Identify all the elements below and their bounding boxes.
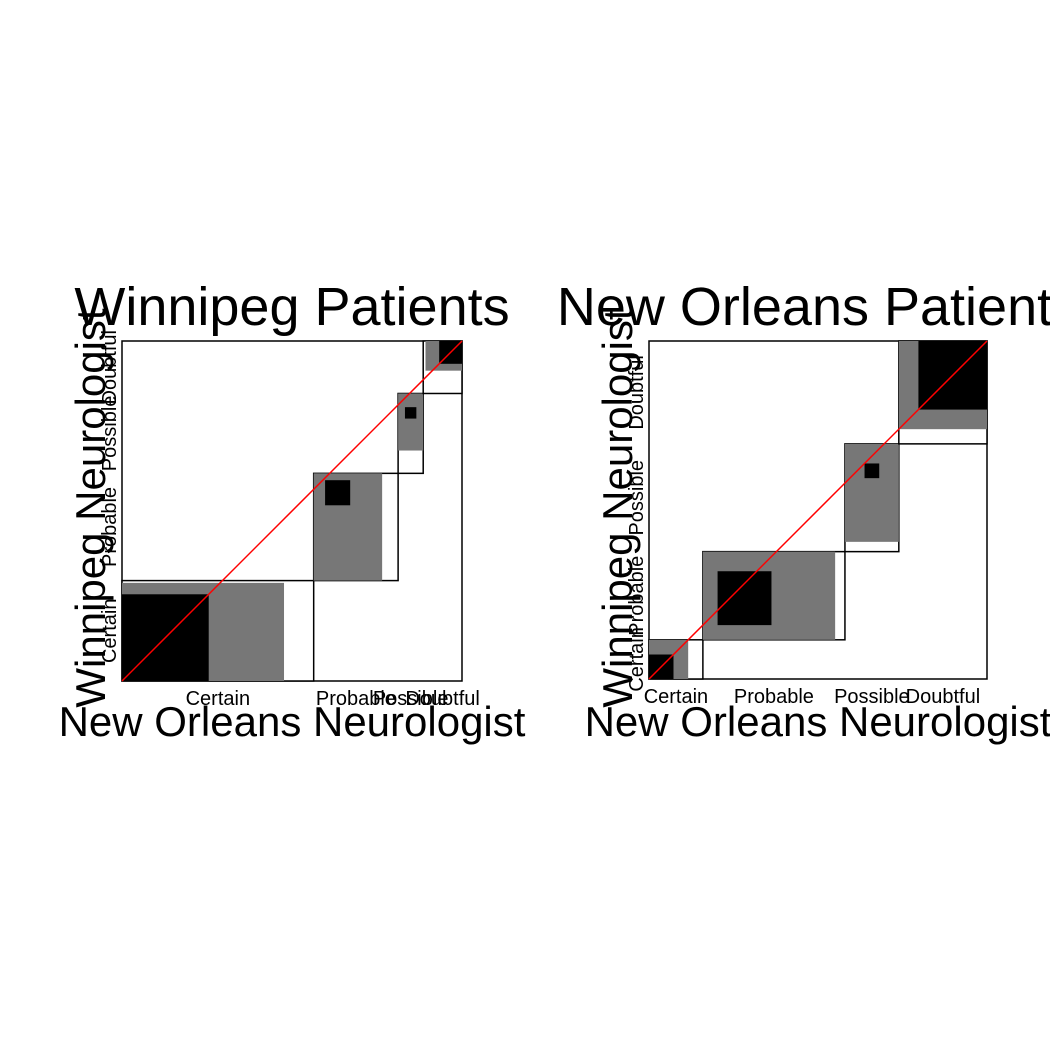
x-tick-label: Probable: [316, 688, 396, 710]
y-tick-label: Doubtful: [626, 355, 648, 430]
panel-title: Winnipeg Patients: [74, 277, 509, 337]
y-tick-label: Probable: [626, 556, 648, 636]
y-tick-label: Doubtful: [99, 330, 121, 405]
x-axis-label: New Orleans Neurologist: [585, 698, 1050, 745]
x-tick-label: Possible: [834, 686, 910, 708]
x-tick-label: Certain: [644, 686, 708, 708]
x-tick-label: Possible: [373, 688, 449, 710]
x-tick-label: Doubtful: [405, 688, 480, 710]
y-axis-label: Winnipeg Neurologist: [594, 308, 641, 708]
y-axis-label: Winnipeg Neurologist: [67, 308, 114, 708]
y-tick-label: Certain: [99, 599, 121, 663]
exact-agreement-square: [717, 571, 772, 626]
y-tick-label: Possible: [99, 396, 121, 472]
x-tick-label: Certain: [186, 688, 250, 710]
exact-agreement-square: [864, 463, 880, 479]
agreement-plot: CertainCertainProbableProbablePossiblePo…: [99, 330, 480, 710]
panel-title: New Orleans Patients: [557, 277, 1050, 337]
diagonal-line: [648, 340, 988, 680]
panel-winnipeg: Winnipeg Patients Certain Certain Probable…: [59, 277, 526, 745]
x-tick-label: Probable: [734, 686, 814, 708]
partial-agreement-rectangle: [398, 393, 424, 451]
y-tick-label: Certain: [626, 627, 648, 691]
exact-agreement-square: [325, 480, 351, 506]
plot-frame: [648, 340, 988, 680]
panel-new-orleans: New Orleans Patients CertainCertainProba…: [557, 277, 1050, 745]
x-tick-label: Doubtful: [906, 686, 981, 708]
exact-agreement-square: [404, 407, 417, 419]
y-tick-label: Probable: [99, 487, 121, 567]
x-axis-label: New Orleans Neurologist: [59, 698, 526, 745]
partial-agreement-rectangle: [844, 443, 899, 542]
diagonal-line: [121, 340, 463, 682]
y-tick-label: Possible: [626, 460, 648, 536]
agreement-plot: CertainCertainProbableProbablePossiblePo…: [626, 340, 988, 708]
